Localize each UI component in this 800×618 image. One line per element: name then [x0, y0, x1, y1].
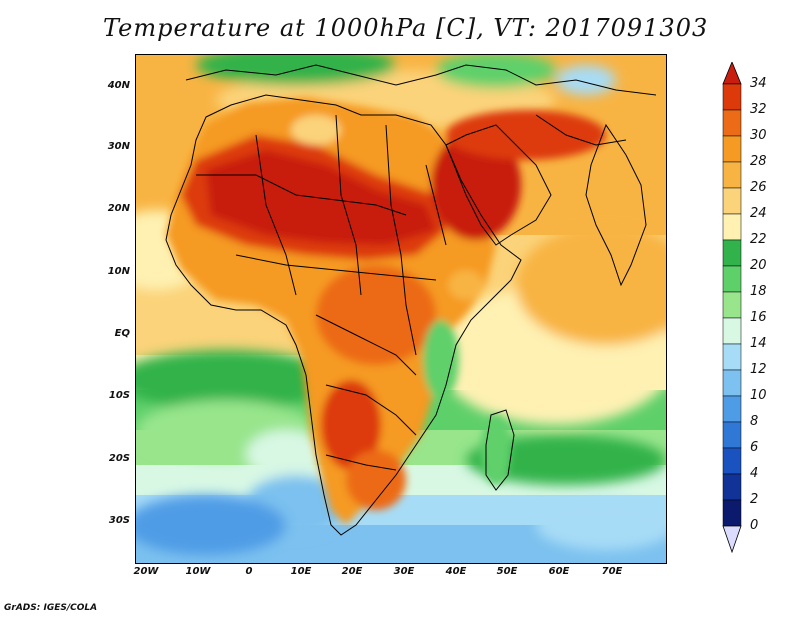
colorbar-0-2 [722, 499, 742, 527]
atlantic-southeast-pale [246, 430, 326, 480]
colorbar-4-6 [722, 447, 742, 475]
colorbar-tick-28: 28 [750, 154, 767, 169]
colorbar-tick-30: 30 [750, 128, 767, 143]
colorbar-tick-20: 20 [750, 258, 767, 273]
colorbar-tick-18: 18 [750, 284, 767, 299]
y-tick-20S: 20S [108, 453, 130, 464]
colorbar-tick-24: 24 [750, 206, 767, 221]
colorbar-tick-26: 26 [750, 180, 767, 195]
colorbar-tick-12: 12 [750, 362, 767, 377]
colorbar-tick-32: 32 [750, 102, 767, 117]
colorbar-tick-16: 16 [750, 310, 767, 325]
colorbar-tick-4: 4 [750, 466, 759, 481]
y-tick-10S: 10S [108, 390, 130, 401]
x-tick-20W: 20W [133, 566, 159, 577]
colorbar-18-20 [722, 265, 742, 293]
border-7 [325, 384, 417, 436]
temperature-map [135, 54, 667, 564]
map-canvas [136, 55, 666, 563]
europe-coastline [185, 64, 657, 96]
colorbar-32-34 [722, 83, 742, 111]
border-4 [385, 124, 417, 356]
colorbar-6-8 [722, 421, 742, 449]
colorbar-14-16 [722, 317, 742, 345]
colorbar-tick-6: 6 [750, 440, 759, 455]
border-9 [425, 164, 447, 246]
colorbar-28-30 [722, 135, 742, 163]
colorbar-above-34 [722, 62, 742, 85]
atlas-cool [291, 115, 341, 145]
colorbar-30-32 [722, 109, 742, 137]
x-tick-10E: 10E [290, 566, 312, 577]
y-tick-40N: 40N [107, 80, 130, 91]
colorbar-16-18 [722, 291, 742, 319]
colorbar-10-12 [722, 369, 742, 397]
caspian-blue [556, 65, 616, 95]
colorbar-22-24 [722, 213, 742, 241]
colorbar-tick-34: 34 [750, 76, 767, 91]
kalahari-orange [346, 450, 406, 510]
gulf-guinea-green [136, 350, 336, 410]
sahara-core-hot [206, 150, 436, 245]
madagascar-coastline [485, 409, 515, 491]
border-1 [196, 174, 407, 216]
middle-east-hot [446, 110, 606, 160]
colorbar-20-22 [722, 239, 742, 267]
indian-green [466, 435, 666, 485]
border-6 [315, 314, 417, 376]
border-2 [255, 134, 297, 296]
ethiopian-highland [448, 270, 484, 300]
colorbar-12-14 [722, 343, 742, 371]
coastlines [165, 64, 657, 536]
footer-credit: GrADS: IGES/COLA [4, 603, 98, 613]
colorbar-tick-0: 0 [750, 518, 759, 533]
border-8 [325, 454, 397, 471]
colorbar-2-4 [722, 473, 742, 501]
colorbar-tick-14: 14 [750, 336, 767, 351]
central-africa-orange [316, 265, 436, 365]
colorbar [722, 62, 742, 554]
arabia-coastline [445, 124, 552, 246]
colorbar-below-0 [722, 525, 742, 554]
southern-africa-hot [321, 380, 381, 470]
colorbar-tick-22: 22 [750, 232, 767, 247]
colorbar-24-26 [722, 187, 742, 215]
y-tick-30S: 30S [108, 515, 130, 526]
x-tick-30E: 30E [393, 566, 415, 577]
y-tick-30N: 30N [107, 141, 130, 152]
border-3 [335, 114, 362, 296]
y-tick-EQ: EQ [114, 328, 130, 339]
x-tick-0: 0 [245, 566, 253, 577]
india-coastline [585, 123, 647, 287]
colorbar-tick-10: 10 [750, 388, 767, 403]
east-africa-green [423, 320, 459, 400]
colorbar-26-28 [722, 161, 742, 189]
y-tick-10N: 10N [107, 266, 130, 277]
colorbar-tick-8: 8 [750, 414, 759, 429]
x-tick-20E: 20E [341, 566, 363, 577]
x-tick-50E: 50E [496, 566, 518, 577]
south-indian-blue [536, 500, 666, 550]
south-atlantic-blue [136, 495, 286, 555]
colorbar-8-10 [722, 395, 742, 423]
arabian-sea-orange [516, 225, 666, 345]
africa-coastline [165, 94, 522, 536]
y-tick-20N: 20N [107, 203, 130, 214]
chart-title: Temperature at 1000hPa [C], VT: 20170913… [103, 14, 709, 42]
border-5 [235, 254, 437, 281]
border-10 [535, 114, 627, 146]
x-tick-40E: 40E [445, 566, 467, 577]
x-tick-70E: 70E [601, 566, 623, 577]
colorbar-tick-2: 2 [750, 492, 759, 507]
x-tick-60E: 60E [548, 566, 570, 577]
x-tick-10W: 10W [185, 566, 211, 577]
